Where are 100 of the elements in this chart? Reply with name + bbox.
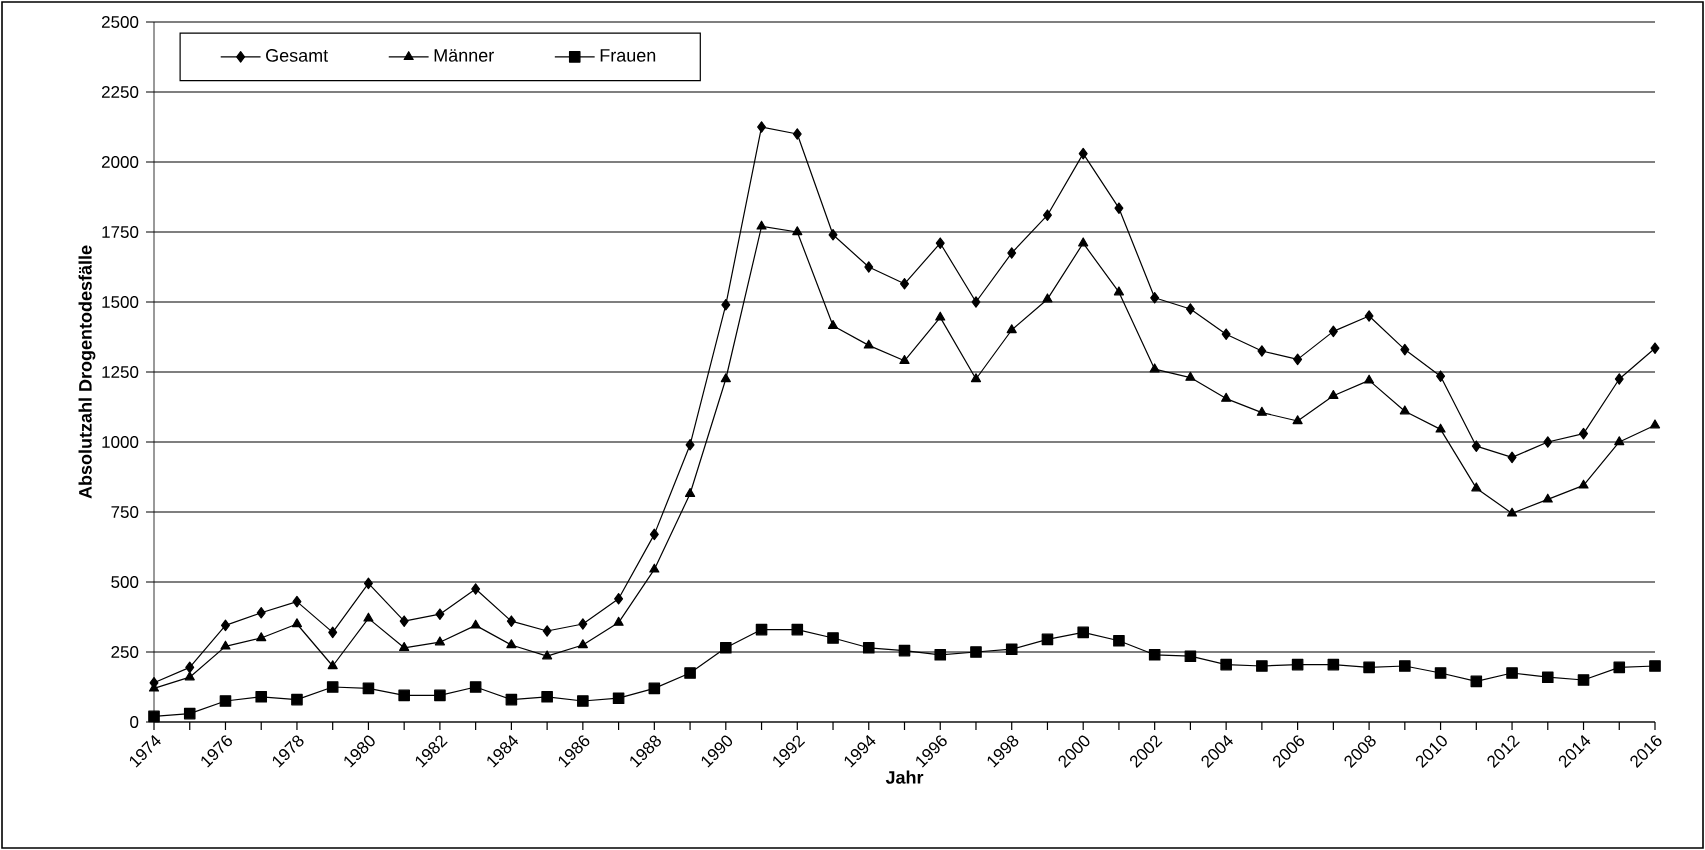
point: [1578, 479, 1589, 489]
point: [755, 623, 768, 636]
point: [935, 311, 946, 321]
point: [684, 667, 696, 679]
point: [1399, 405, 1410, 415]
y-tick-label: 250: [111, 645, 139, 658]
point: [1149, 363, 1160, 373]
point: [649, 528, 659, 541]
point: [1078, 147, 1088, 160]
point: [256, 606, 266, 619]
point: [1579, 427, 1589, 440]
point: [1042, 293, 1053, 303]
point: [256, 632, 267, 642]
y-tick-label: 2500: [101, 15, 139, 28]
point: [1649, 660, 1661, 672]
point: [1113, 634, 1125, 647]
point: [363, 612, 374, 622]
point: [185, 661, 195, 674]
point: [1541, 671, 1554, 683]
y-tick-label: 750: [111, 505, 139, 518]
point: [1077, 626, 1089, 639]
point: [505, 693, 518, 706]
point: [898, 644, 911, 657]
point: [434, 636, 446, 646]
point: [685, 438, 695, 451]
point: [542, 650, 553, 660]
point: [471, 583, 481, 595]
point: [1148, 648, 1161, 661]
point: [541, 690, 553, 703]
point: [1007, 247, 1017, 259]
point: [792, 226, 803, 236]
point: [756, 220, 767, 230]
point: [399, 641, 410, 651]
point: [1506, 667, 1518, 679]
point: [721, 298, 731, 311]
y-tick-label: 0: [130, 715, 139, 728]
point: [1506, 507, 1518, 517]
point: [542, 625, 552, 637]
legend-label: Gesamt: [266, 49, 329, 62]
point: [326, 681, 339, 693]
point: [398, 689, 410, 702]
point: [1363, 661, 1375, 674]
point: [684, 487, 696, 497]
point: [827, 632, 839, 644]
point: [1078, 237, 1089, 247]
point: [1543, 436, 1553, 448]
point: [1005, 643, 1018, 655]
point: [469, 681, 482, 693]
y-tick-label: 2250: [101, 85, 139, 98]
point: [970, 646, 982, 658]
point: [362, 682, 375, 695]
point: [1006, 324, 1017, 334]
point: [1328, 389, 1339, 399]
point: [1041, 633, 1054, 646]
point: [506, 639, 517, 649]
point: [1614, 373, 1624, 385]
point: [1436, 370, 1446, 382]
point: [1328, 325, 1338, 338]
point: [1327, 658, 1340, 671]
point: [1150, 291, 1160, 304]
point: [649, 563, 660, 573]
y-tick-label: 1250: [102, 365, 139, 378]
y-tick-label: 2000: [101, 155, 139, 168]
point: [1399, 660, 1411, 672]
point: [934, 648, 947, 661]
point: [1256, 406, 1267, 416]
point: [1435, 423, 1446, 433]
y-tick-label: 500: [111, 575, 139, 588]
point: [828, 228, 838, 241]
point: [970, 373, 982, 383]
point: [1113, 286, 1125, 296]
point: [1114, 202, 1124, 214]
point: [1577, 674, 1590, 686]
point: [614, 592, 624, 605]
point: [219, 695, 232, 707]
point: [863, 339, 874, 349]
point: [1434, 667, 1447, 679]
point: [1221, 392, 1232, 402]
point: [720, 641, 732, 654]
point: [1650, 342, 1660, 354]
point: [612, 692, 625, 704]
point: [1292, 415, 1303, 425]
point: [1614, 436, 1625, 446]
y-tick-label: 1500: [102, 295, 139, 308]
point: [1042, 209, 1052, 221]
point: [1649, 419, 1661, 429]
point: [148, 710, 160, 723]
point: [935, 237, 945, 249]
point: [578, 618, 588, 630]
point: [1613, 661, 1626, 674]
point: [1185, 303, 1195, 315]
point: [506, 615, 516, 627]
point: [1220, 658, 1232, 671]
point: [1221, 328, 1231, 340]
point: [435, 608, 445, 620]
point: [1471, 482, 1482, 492]
point: [1256, 660, 1268, 672]
legend-label: Männer: [434, 49, 494, 62]
point: [862, 641, 875, 654]
point: [791, 623, 804, 636]
